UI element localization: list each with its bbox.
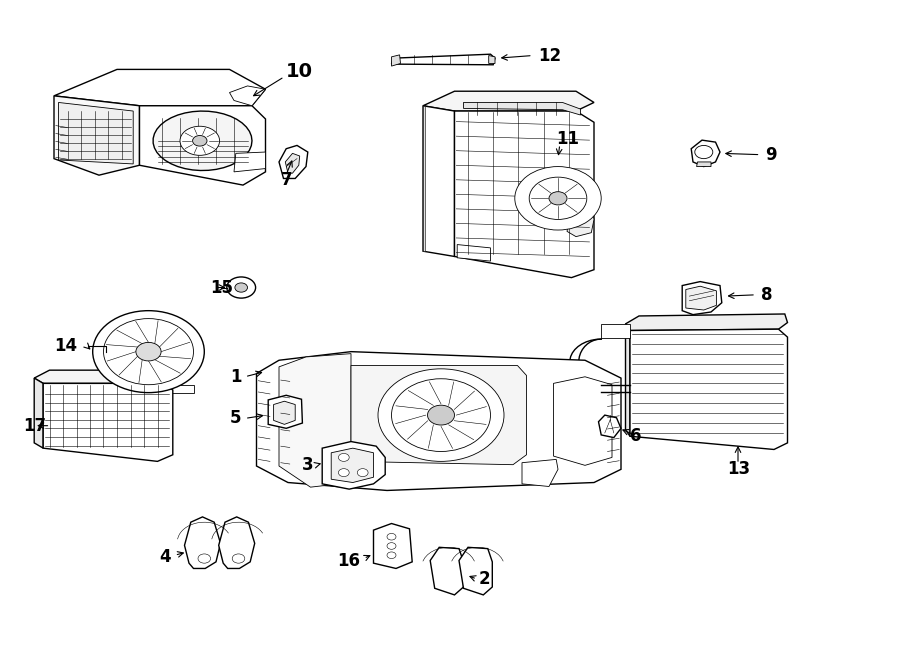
Circle shape (198, 554, 211, 563)
Polygon shape (279, 354, 351, 487)
Text: 17: 17 (23, 416, 47, 435)
Polygon shape (630, 329, 788, 449)
Text: 2: 2 (479, 570, 490, 588)
Polygon shape (430, 547, 464, 595)
Circle shape (235, 283, 248, 292)
Polygon shape (54, 96, 140, 175)
Text: 8: 8 (760, 286, 772, 304)
Circle shape (549, 192, 567, 205)
Polygon shape (567, 210, 594, 237)
Text: 12: 12 (538, 46, 562, 65)
Text: 3: 3 (302, 455, 313, 474)
Polygon shape (274, 401, 295, 424)
Circle shape (104, 319, 194, 385)
Polygon shape (285, 153, 300, 173)
Polygon shape (392, 55, 400, 66)
Polygon shape (43, 383, 173, 461)
Polygon shape (184, 517, 220, 568)
Text: 1: 1 (230, 368, 241, 386)
Polygon shape (108, 385, 194, 393)
Circle shape (136, 342, 161, 361)
Polygon shape (489, 56, 495, 63)
Polygon shape (601, 324, 630, 338)
Circle shape (227, 277, 256, 298)
Polygon shape (256, 352, 621, 490)
Text: 5: 5 (230, 409, 241, 428)
Polygon shape (686, 286, 716, 310)
Polygon shape (34, 370, 173, 383)
Polygon shape (230, 86, 266, 106)
Polygon shape (153, 111, 252, 171)
Polygon shape (234, 152, 266, 172)
Polygon shape (423, 91, 594, 111)
Text: 9: 9 (765, 145, 777, 164)
Polygon shape (454, 111, 594, 278)
Polygon shape (279, 145, 308, 178)
Polygon shape (423, 106, 454, 256)
Polygon shape (268, 395, 302, 428)
Circle shape (515, 167, 601, 230)
Polygon shape (374, 524, 412, 568)
Polygon shape (392, 54, 495, 65)
Polygon shape (522, 459, 558, 486)
Polygon shape (691, 140, 720, 167)
Circle shape (378, 369, 504, 461)
Text: 16: 16 (337, 551, 360, 570)
Polygon shape (219, 517, 255, 568)
Circle shape (392, 379, 491, 451)
Text: 13: 13 (727, 460, 751, 479)
Polygon shape (626, 314, 788, 330)
Text: 6: 6 (630, 427, 642, 446)
Polygon shape (554, 377, 612, 465)
Polygon shape (58, 102, 133, 164)
Circle shape (180, 126, 220, 155)
Circle shape (93, 311, 204, 393)
Text: 15: 15 (210, 278, 233, 297)
Polygon shape (626, 324, 630, 436)
Polygon shape (351, 366, 526, 465)
Circle shape (428, 405, 454, 425)
Circle shape (193, 136, 207, 146)
Circle shape (338, 469, 349, 477)
Text: 7: 7 (281, 171, 292, 189)
Polygon shape (54, 69, 266, 106)
Text: 4: 4 (159, 547, 171, 566)
Polygon shape (34, 378, 43, 448)
Polygon shape (140, 106, 266, 185)
Circle shape (232, 554, 245, 563)
Polygon shape (457, 245, 490, 261)
Polygon shape (331, 448, 374, 483)
Text: 11: 11 (556, 130, 580, 148)
Polygon shape (459, 547, 492, 595)
Text: 14: 14 (54, 336, 77, 355)
Circle shape (387, 552, 396, 559)
Polygon shape (697, 162, 711, 167)
Circle shape (338, 453, 349, 461)
Polygon shape (322, 442, 385, 489)
Circle shape (357, 469, 368, 477)
Circle shape (529, 177, 587, 219)
Polygon shape (598, 415, 621, 438)
Polygon shape (464, 102, 580, 115)
Polygon shape (682, 282, 722, 315)
Circle shape (387, 543, 396, 549)
Text: 10: 10 (286, 62, 313, 81)
Circle shape (387, 533, 396, 540)
Circle shape (695, 145, 713, 159)
Polygon shape (423, 106, 425, 251)
